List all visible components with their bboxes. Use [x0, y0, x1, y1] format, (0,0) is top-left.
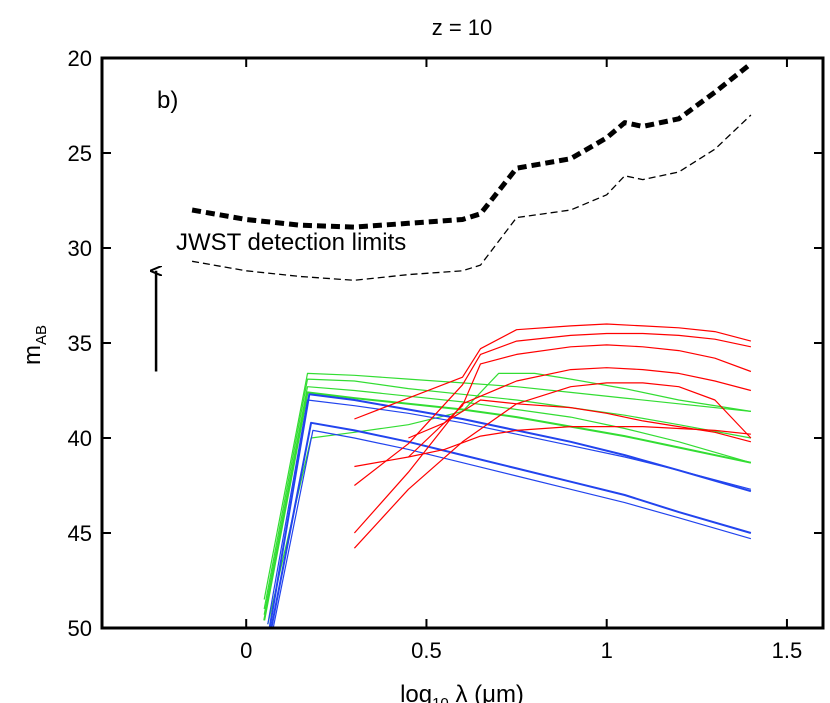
- series-green-4: [263, 391, 752, 621]
- series-green-1: [263, 372, 751, 600]
- x-tick-label: 0.5: [411, 638, 442, 663]
- x-axis-label-rest: λ (μm): [449, 681, 524, 703]
- series-red-4: [353, 367, 752, 534]
- y-tick-label: 45: [68, 521, 92, 546]
- tick-layer: 0 0.5 1 1.5 20 25 30 35 40 45 50: [68, 46, 823, 663]
- y-tick-label: 35: [68, 331, 92, 356]
- y-tick-label: 20: [68, 46, 92, 71]
- series-blue-3: [270, 421, 752, 628]
- y-tick-label: 25: [68, 141, 92, 166]
- plot-frame: [100, 56, 825, 630]
- x-axis-label-sub: 10: [432, 695, 449, 703]
- series-detection-limit-thick: [191, 61, 753, 230]
- series-green-5: [267, 372, 751, 625]
- panel-label: b): [157, 87, 178, 114]
- x-tick-label: 1.5: [772, 638, 803, 663]
- x-tick-label: 1: [601, 638, 613, 663]
- series-green-2: [263, 378, 752, 610]
- series-layer: [191, 61, 753, 628]
- y-tick-label: 40: [68, 426, 92, 451]
- series-blue-2: [268, 393, 752, 628]
- y-tick-label: 30: [68, 236, 92, 261]
- y-axis-label-main: m: [19, 345, 46, 365]
- chart-title: z = 10: [432, 15, 493, 40]
- series-red-1: [354, 323, 752, 420]
- series-red-5: [353, 382, 752, 549]
- y-axis-label: mAB: [19, 325, 50, 365]
- series-blue-4: [272, 429, 752, 628]
- y-tick-label: 50: [68, 616, 92, 641]
- series-detection-limit-thin: [191, 114, 752, 281]
- series-green-3: [263, 386, 752, 615]
- x-axis-label: log10 λ (μm): [400, 681, 524, 703]
- x-tick-label: 0: [240, 638, 252, 663]
- series-red-2: [354, 332, 752, 486]
- detection-limits-label: JWST detection limits: [176, 229, 406, 256]
- y-axis-label-sub: AB: [33, 325, 50, 345]
- series-red-7: [408, 426, 751, 458]
- x-axis-label-main: log: [400, 681, 432, 703]
